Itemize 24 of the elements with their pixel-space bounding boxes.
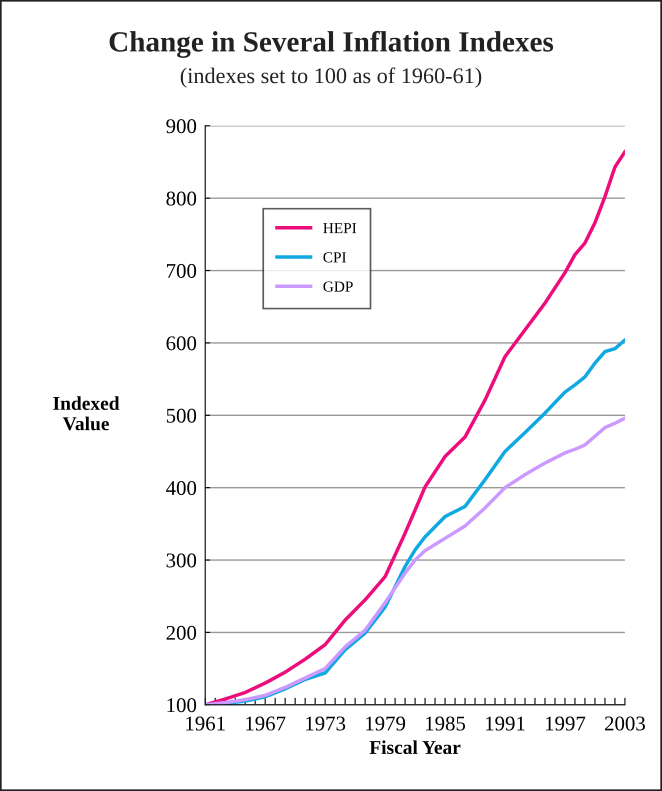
y-tick-label: 800 xyxy=(166,192,196,206)
y-tick-label: 600 xyxy=(166,336,196,350)
x-tick-label: 1961 xyxy=(186,716,225,731)
legend-label: GDP xyxy=(323,281,353,292)
y-tick-label: 900 xyxy=(166,119,196,134)
x-tick-label: 1997 xyxy=(546,716,586,731)
x-tick-label: 1985 xyxy=(426,716,466,731)
y-tick-label: 300 xyxy=(166,553,196,568)
y-tick-label: 400 xyxy=(166,481,196,496)
y-tick-label: 100 xyxy=(167,698,196,712)
legend-label: CPI xyxy=(323,252,346,262)
x-tick-label: 1967 xyxy=(246,716,286,731)
chart-subtitle: (indexes set to 100 as of 1960-61) xyxy=(180,67,482,88)
x-tick-label: 1973 xyxy=(306,716,346,731)
y-tick-label: 200 xyxy=(166,626,196,640)
x-tick-label: 2003 xyxy=(605,716,645,731)
x-tick-label: 1979 xyxy=(366,716,406,731)
y-tick-label: 700 xyxy=(167,264,196,278)
y-tick-label: 500 xyxy=(166,408,196,423)
x-tick-label: 1991 xyxy=(486,716,525,731)
chart-title: Change in Several Inflation Indexes xyxy=(110,30,554,58)
y-axis-title: Indexed Value xyxy=(53,396,120,430)
x-axis-title: Fiscal Year xyxy=(370,740,460,754)
legend-label: HEPI xyxy=(323,223,356,234)
